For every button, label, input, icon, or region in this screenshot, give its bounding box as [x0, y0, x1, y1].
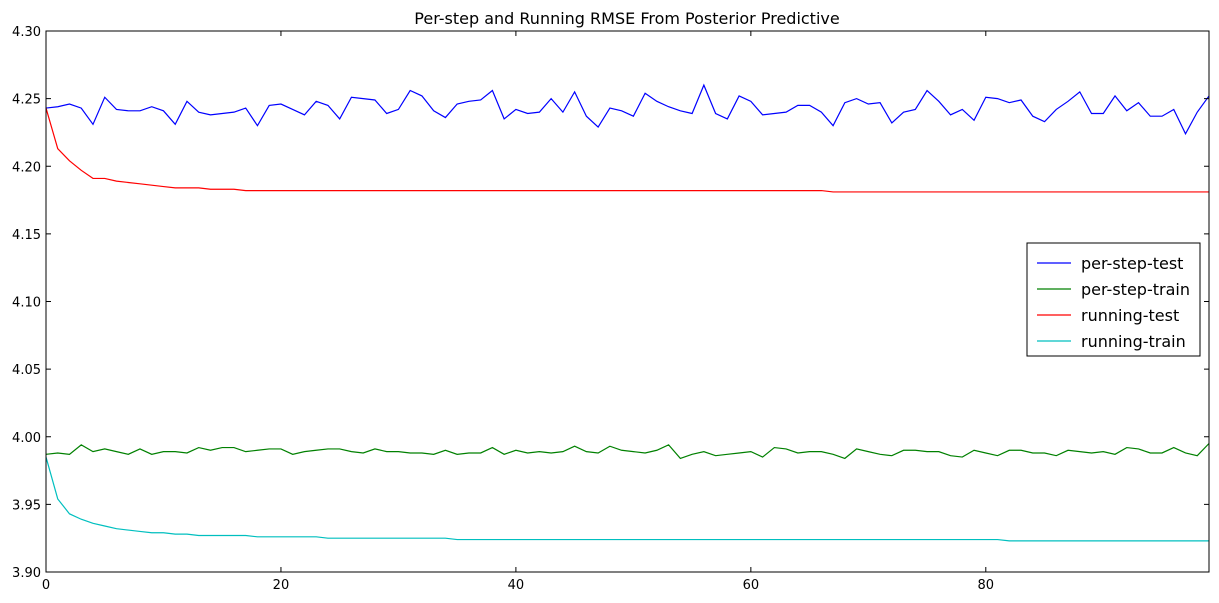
y-tick-label: 3.90 — [12, 566, 41, 581]
x-tick-label: 20 — [273, 578, 290, 593]
y-tick-label: 3.95 — [12, 498, 41, 513]
legend-label: running-train — [1081, 332, 1186, 351]
chart-title: Per-step and Running RMSE From Posterior… — [414, 9, 839, 28]
y-tick-label: 4.00 — [12, 431, 41, 446]
x-tick-label: 0 — [42, 578, 50, 593]
legend-label: per-step-train — [1081, 280, 1190, 299]
series-line-per-step-test — [45, 83, 1210, 136]
y-tick-label: 4.20 — [12, 160, 41, 175]
legend-label: per-step-test — [1081, 254, 1183, 273]
series-line-per-step-train — [45, 443, 1210, 460]
series-line-running-test — [45, 107, 1209, 193]
legend: per-step-test per-step-train running-test r… — [1026, 242, 1201, 357]
y-tick-label: 4.15 — [12, 228, 41, 243]
y-tick-label: 4.30 — [12, 25, 41, 40]
y-tick-label: 4.25 — [12, 93, 41, 108]
x-tick-label: 80 — [978, 578, 995, 593]
series-layer — [45, 83, 1210, 542]
x-tick-label: 60 — [743, 578, 760, 593]
series-line-running-train — [45, 456, 1209, 542]
legend-label: running-test — [1081, 306, 1179, 325]
plot-frame — [45, 30, 1210, 573]
y-tick-label: 4.10 — [12, 296, 41, 311]
legend-box — [1026, 242, 1201, 357]
x-tick-label: 40 — [508, 578, 525, 593]
y-tick-label: 4.05 — [12, 363, 41, 378]
